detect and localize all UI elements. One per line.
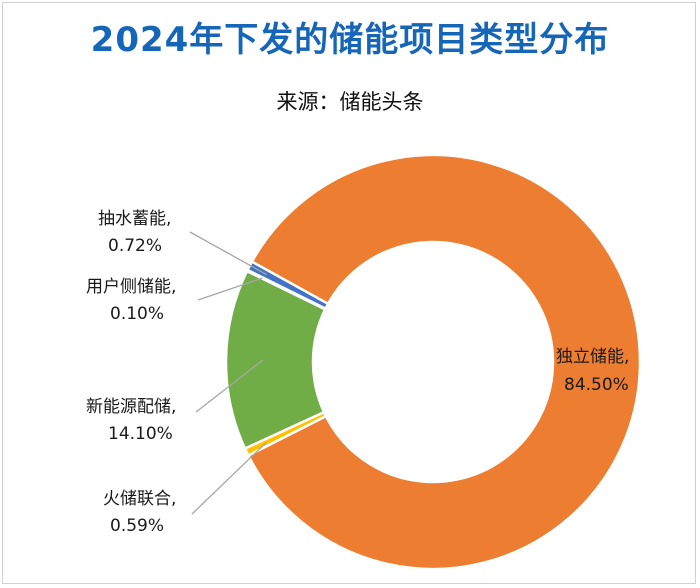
chart-source: 来源：储能头条: [276, 90, 424, 114]
slice-independent: [246, 153, 642, 571]
label-name-renewable-storage: 新能源配储,: [86, 397, 176, 417]
leader-user-side: [197, 277, 263, 301]
label-name-independent: 独立储能,: [556, 347, 629, 367]
label-value-independent: 84.50%: [564, 375, 629, 395]
leader-pumped-hydro: [189, 231, 267, 276]
label-name-pumped-hydro: 抽水蓄能,: [98, 209, 171, 229]
label-value-renewable-storage: 14.10%: [108, 424, 173, 444]
leader-thermal-combined: [191, 441, 267, 515]
label-value-pumped-hydro: 0.72%: [108, 236, 162, 256]
donut-slices: [224, 153, 642, 571]
chart-title: 2024年下发的储能项目类型分布: [90, 20, 610, 60]
slice-pumped-hydro: [245, 259, 330, 311]
label-value-user-side: 0.10%: [110, 304, 164, 324]
label-value-thermal-combined: 0.59%: [110, 516, 164, 536]
label-name-thermal-combined: 火储联合,: [103, 489, 176, 509]
label-name-user-side: 用户侧储能,: [86, 277, 176, 297]
leader-lines: [189, 231, 267, 515]
leader-renewable-storage: [195, 359, 264, 413]
